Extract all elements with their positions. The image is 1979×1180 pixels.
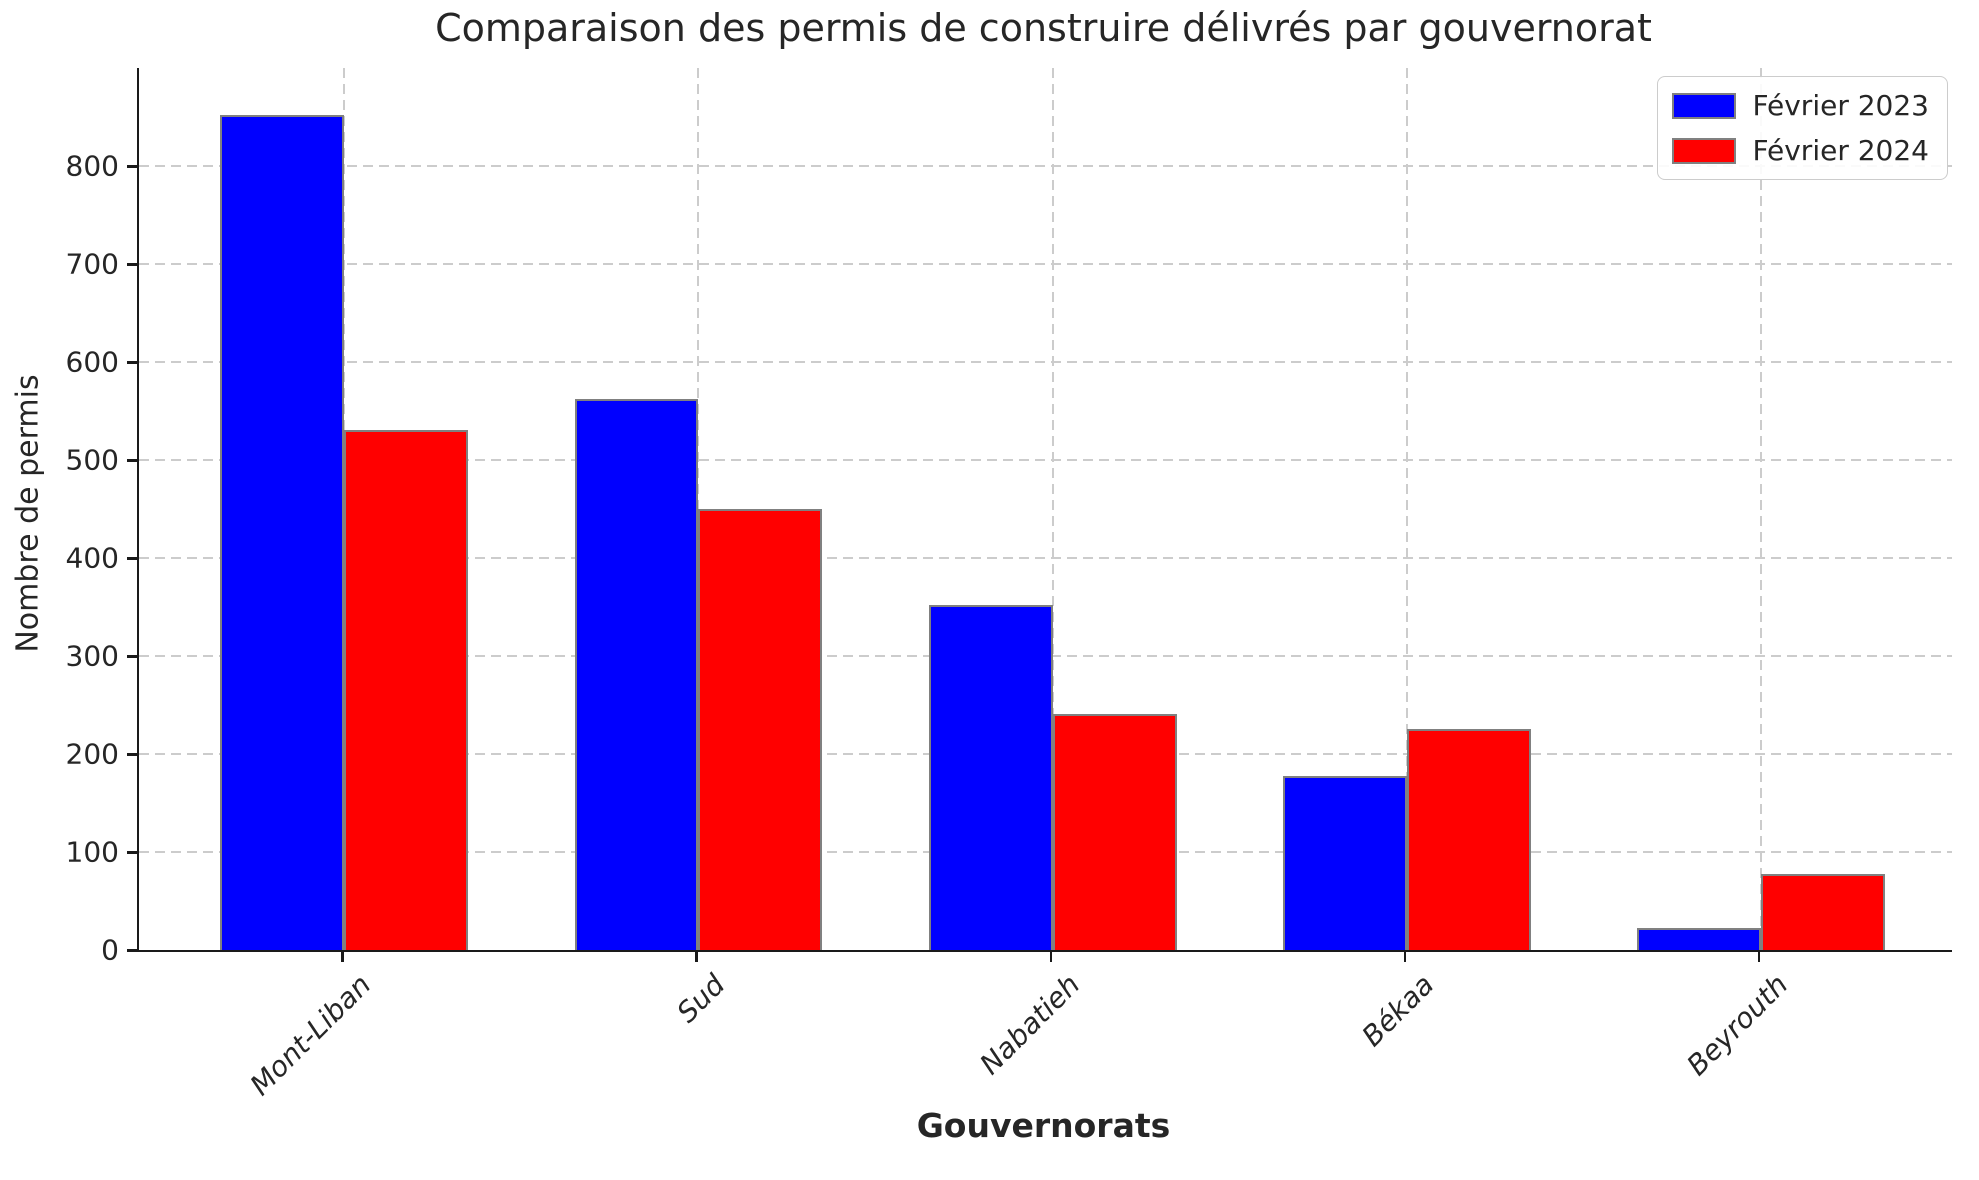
y-tick-mark xyxy=(127,851,137,854)
bar-février-2024-nabatieh xyxy=(1052,713,1177,950)
y-tick-label: 800 xyxy=(65,149,119,183)
x-tick-mark xyxy=(1403,952,1407,962)
legend-swatch xyxy=(1672,92,1737,119)
x-tick-mark xyxy=(695,952,698,962)
x-tick-label: Békaa xyxy=(1355,968,1441,1053)
y-tick-label: 500 xyxy=(65,443,119,477)
y-gridline xyxy=(139,263,1952,265)
bar-février-2023-sud xyxy=(574,399,699,950)
legend-label: Février 2024 xyxy=(1752,134,1929,167)
y-tick-mark xyxy=(127,361,137,364)
x-tick-mark xyxy=(1049,952,1053,962)
y-tick-mark xyxy=(127,165,137,168)
bar-février-2023-beyrouth xyxy=(1636,928,1761,950)
y-gridline xyxy=(139,557,1952,559)
y-tick-mark xyxy=(127,557,137,560)
chart-title: Comparaison des permis de construire dél… xyxy=(435,6,1652,50)
bar-février-2024-békaa xyxy=(1406,728,1531,950)
x-gridline xyxy=(1759,68,1762,950)
x-tick-label: Sud xyxy=(670,968,732,1030)
y-tick-mark xyxy=(127,655,137,658)
x-tick-mark xyxy=(341,952,344,962)
y-gridline xyxy=(139,361,1952,363)
x-gridline xyxy=(1051,68,1054,950)
bar-février-2023-mont-liban xyxy=(220,115,345,950)
y-tick-mark xyxy=(127,753,137,756)
y-tick-mark xyxy=(127,263,137,266)
legend-item: Février 2023 xyxy=(1672,89,1929,122)
plot-area xyxy=(137,68,1952,952)
legend: Février 2023 Février 2024 xyxy=(1657,76,1948,180)
y-tick-label: 400 xyxy=(65,541,119,575)
x-tick-label: Mont-Liban xyxy=(243,968,378,1102)
y-tick-mark xyxy=(127,949,137,952)
y-tick-label: 700 xyxy=(65,247,119,281)
y-axis-label: Nombre de permis xyxy=(10,374,46,653)
bar-février-2023-nabatieh xyxy=(928,605,1053,950)
legend-label: Février 2023 xyxy=(1752,89,1929,122)
bar-février-2023-békaa xyxy=(1282,775,1407,950)
x-tick-mark xyxy=(1757,952,1761,962)
x-axis-label: Gouvernorats xyxy=(916,1106,1171,1145)
y-tick-label: 200 xyxy=(65,737,119,771)
legend-swatch xyxy=(1672,137,1737,164)
bar-février-2024-mont-liban xyxy=(344,429,469,950)
x-tick-label: Beyrouth xyxy=(1680,968,1795,1082)
y-tick-label: 600 xyxy=(65,345,119,379)
legend-item: Février 2024 xyxy=(1672,134,1929,167)
bar-février-2024-sud xyxy=(698,509,823,950)
y-gridline xyxy=(139,459,1952,461)
y-gridline xyxy=(139,165,1952,167)
y-tick-label: 0 xyxy=(101,933,119,967)
y-tick-mark xyxy=(127,459,137,462)
x-tick-label: Nabatieh xyxy=(972,968,1086,1081)
x-gridline xyxy=(1405,68,1408,950)
y-tick-label: 100 xyxy=(65,835,119,869)
bar-février-2024-beyrouth xyxy=(1760,873,1885,950)
y-tick-label: 300 xyxy=(65,639,119,673)
